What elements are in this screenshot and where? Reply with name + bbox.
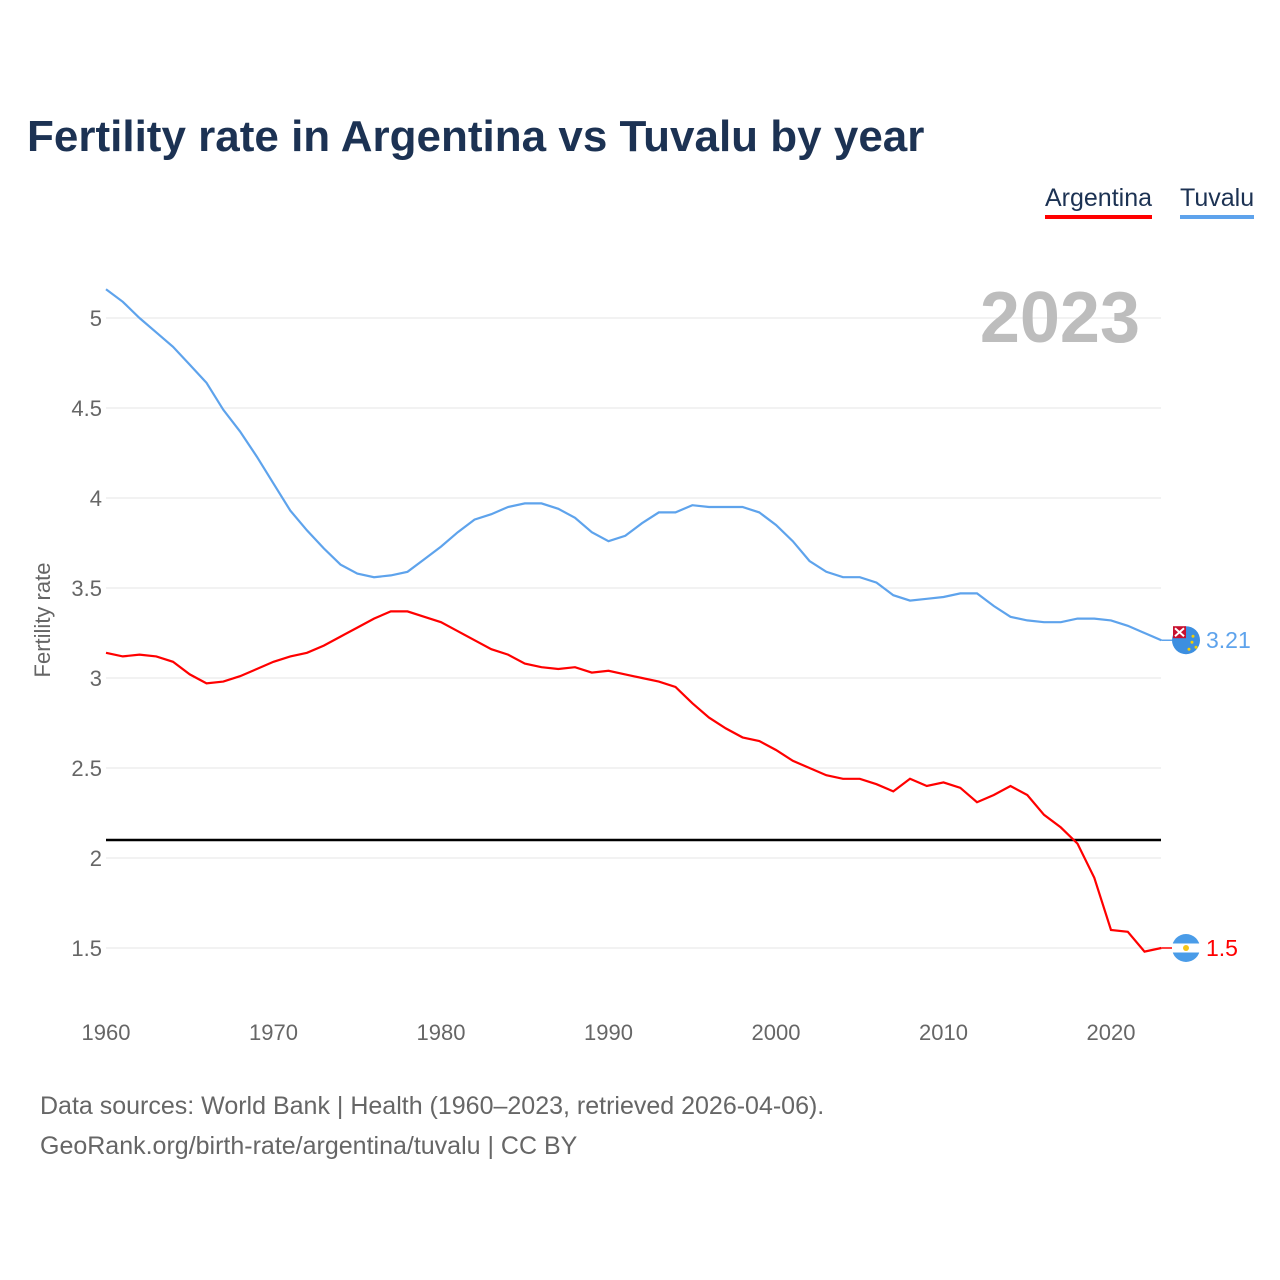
- y-axis-label: Fertility rate: [30, 563, 55, 678]
- y-tick-label: 1.5: [71, 936, 102, 961]
- y-tick-label: 3.5: [71, 576, 102, 601]
- end-value-label: 3.21: [1206, 627, 1251, 653]
- series-line-argentina: [105, 610, 1162, 953]
- y-tick-label: 4.5: [71, 396, 102, 421]
- y-tick-label: 2: [90, 846, 102, 871]
- source-link[interactable]: GeoRank.org/birth-rate/argentina/tuvalu …: [40, 1132, 578, 1160]
- y-tick-label: 5: [90, 306, 102, 331]
- x-tick-label: 1990: [584, 1020, 633, 1045]
- argentina-flag-sun: [1183, 945, 1189, 951]
- year-label: 2023: [980, 278, 1140, 358]
- y-tick-label: 4: [90, 486, 102, 511]
- y-tick-label: 3: [90, 666, 102, 691]
- series-line-tuvalu: [105, 288, 1162, 642]
- x-tick-label: 1960: [82, 1020, 131, 1045]
- tuvalu-flag-star: [1194, 645, 1198, 649]
- footer: Data sources: World Bank | Health (1960–…: [40, 1086, 824, 1166]
- tuvalu-flag-star: [1191, 634, 1195, 638]
- tuvalu-flag-star: [1190, 640, 1194, 644]
- x-tick-label: 2020: [1087, 1020, 1136, 1045]
- end-value-label: 1.5: [1206, 935, 1238, 961]
- tuvalu-flag-cross: [1174, 627, 1185, 637]
- chart-title: Fertility rate in Argentina vs Tuvalu by…: [27, 112, 925, 161]
- y-tick-label: 2.5: [71, 756, 102, 781]
- legend-argentina[interactable]: Argentina: [1045, 184, 1153, 219]
- tuvalu-flag-star: [1187, 647, 1191, 651]
- x-tick-label: 2000: [752, 1020, 801, 1045]
- x-tick-label: 2010: [919, 1020, 968, 1045]
- legend-tuvalu[interactable]: Tuvalu: [1180, 184, 1255, 219]
- x-tick-label: 1970: [249, 1020, 298, 1045]
- x-tick-label: 1980: [417, 1020, 466, 1045]
- data-source: Data sources: World Bank | Health (1960–…: [40, 1092, 825, 1120]
